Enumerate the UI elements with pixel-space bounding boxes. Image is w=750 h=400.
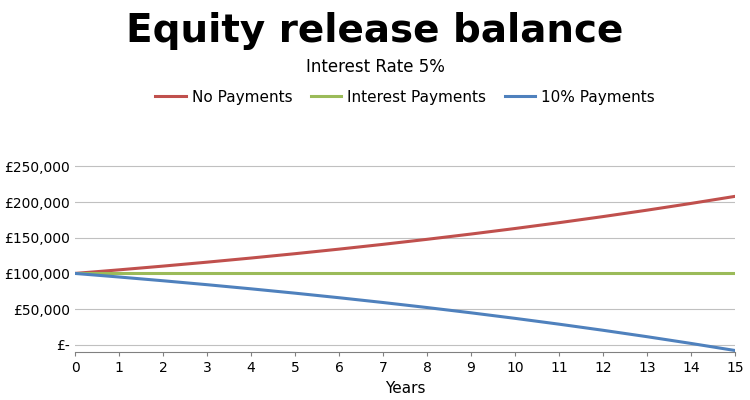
Interest Payments xyxy=(158,271,167,276)
10% Payments xyxy=(379,300,388,305)
10% Payments xyxy=(290,291,299,296)
Interest Payments xyxy=(466,271,476,276)
No Payments xyxy=(598,214,608,219)
Text: Interest Rate 5%: Interest Rate 5% xyxy=(305,58,445,76)
Interest Payments xyxy=(422,271,431,276)
Interest Payments xyxy=(643,271,652,276)
No Payments xyxy=(115,268,124,272)
Legend: No Payments, Interest Payments, 10% Payments: No Payments, Interest Payments, 10% Paym… xyxy=(148,84,662,111)
10% Payments xyxy=(247,286,256,291)
Interest Payments xyxy=(334,271,344,276)
10% Payments xyxy=(70,271,80,276)
10% Payments xyxy=(686,341,695,346)
Interest Payments xyxy=(379,271,388,276)
No Payments xyxy=(70,271,80,276)
Interest Payments xyxy=(730,271,740,276)
10% Payments xyxy=(730,348,740,353)
10% Payments xyxy=(466,310,476,315)
10% Payments xyxy=(202,282,211,287)
Interest Payments xyxy=(554,271,563,276)
Interest Payments xyxy=(202,271,211,276)
No Payments xyxy=(730,194,740,199)
No Payments xyxy=(334,247,344,252)
No Payments xyxy=(466,232,476,236)
No Payments xyxy=(202,260,211,264)
10% Payments xyxy=(115,274,124,279)
Interest Payments xyxy=(115,271,124,276)
No Payments xyxy=(511,226,520,231)
No Payments xyxy=(379,242,388,247)
10% Payments xyxy=(643,334,652,339)
Interest Payments xyxy=(686,271,695,276)
X-axis label: Years: Years xyxy=(385,380,425,396)
Interest Payments xyxy=(247,271,256,276)
No Payments xyxy=(422,237,431,242)
No Payments xyxy=(643,208,652,212)
Line: 10% Payments: 10% Payments xyxy=(75,274,735,350)
No Payments xyxy=(290,251,299,256)
No Payments xyxy=(247,256,256,260)
10% Payments xyxy=(334,295,344,300)
Interest Payments xyxy=(598,271,608,276)
Line: No Payments: No Payments xyxy=(75,196,735,274)
Text: Equity release balance: Equity release balance xyxy=(126,12,624,50)
10% Payments xyxy=(554,322,563,326)
No Payments xyxy=(554,220,563,225)
No Payments xyxy=(686,201,695,206)
10% Payments xyxy=(598,328,608,333)
No Payments xyxy=(158,264,167,268)
Interest Payments xyxy=(70,271,80,276)
10% Payments xyxy=(422,305,431,310)
10% Payments xyxy=(158,278,167,283)
10% Payments xyxy=(511,316,520,321)
Interest Payments xyxy=(511,271,520,276)
Interest Payments xyxy=(290,271,299,276)
